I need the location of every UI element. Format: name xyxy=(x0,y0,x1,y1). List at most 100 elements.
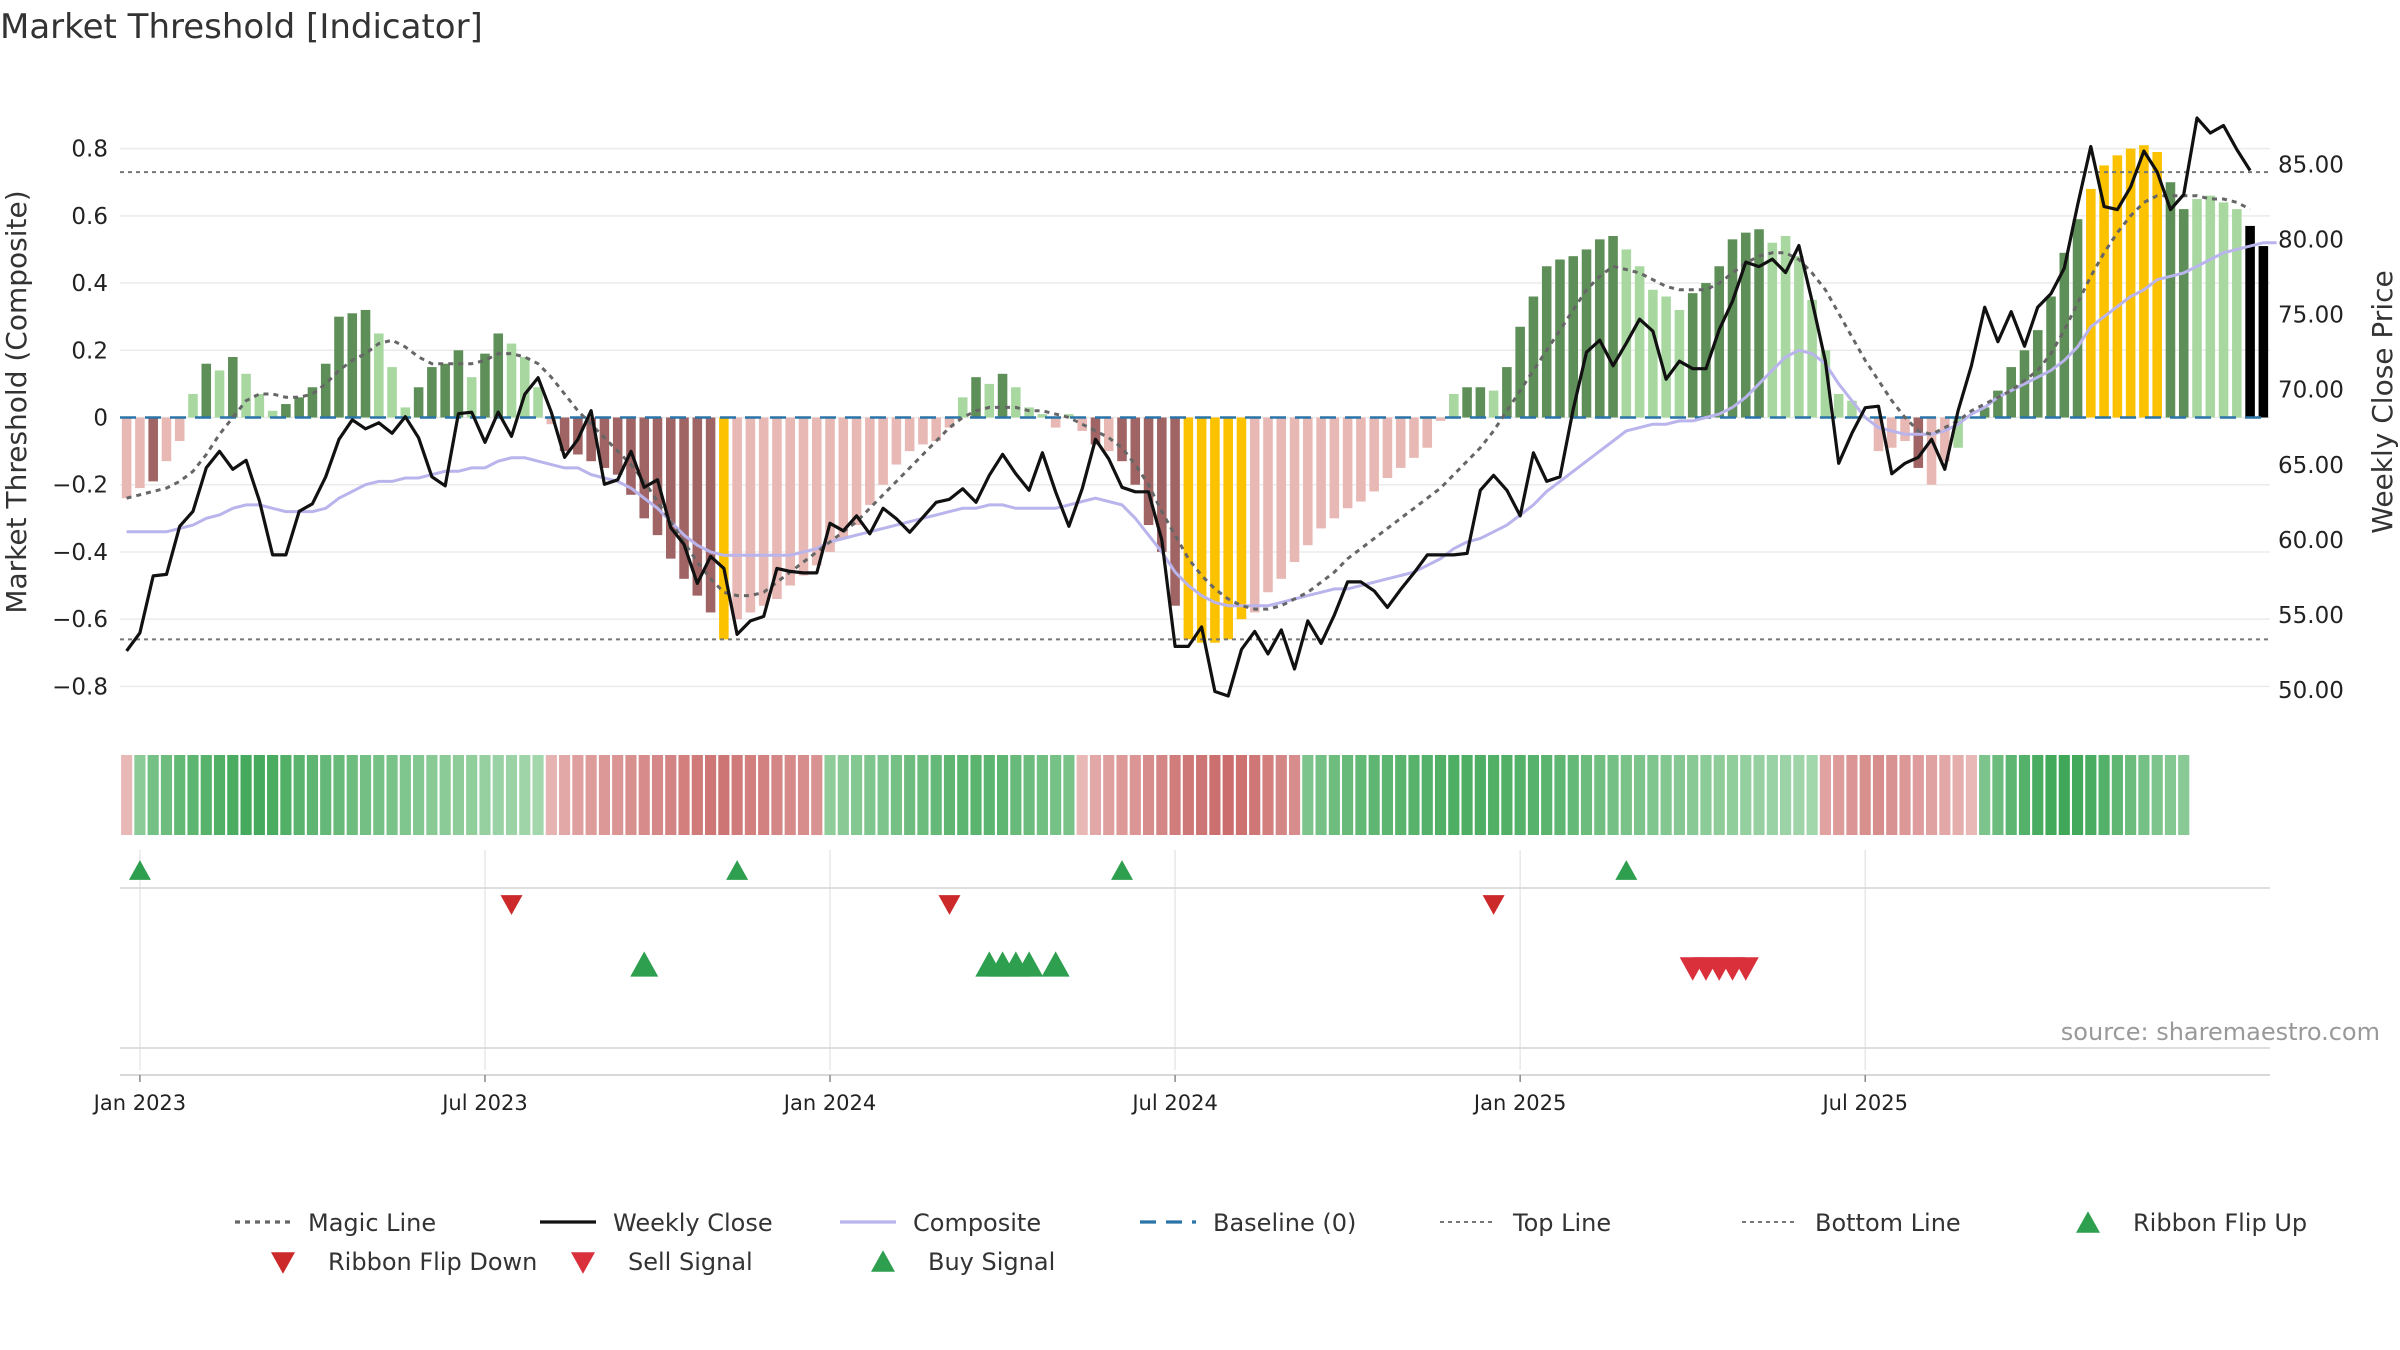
ribbon-cell xyxy=(1620,755,1632,835)
ribbon-cell xyxy=(466,755,478,835)
left-tick-label: 0.2 xyxy=(71,338,108,364)
composite-bar xyxy=(1130,417,1141,485)
left-tick-label: 0.8 xyxy=(71,137,108,163)
composite-bar xyxy=(891,417,902,465)
ribbon-cell xyxy=(585,755,597,835)
ribbon-cell xyxy=(1262,755,1274,835)
legend: Magic Line Weekly Close Composite Baseline … xyxy=(235,1209,2307,1276)
legend-swatch xyxy=(871,1250,895,1272)
ribbon-cell xyxy=(1753,755,1765,835)
ribbon-cell xyxy=(1050,755,1062,835)
ribbon-cell xyxy=(1939,755,1951,835)
composite-line xyxy=(126,241,2277,608)
composite-bar xyxy=(267,410,278,418)
composite-bar xyxy=(878,417,888,485)
date-tick-label: Jan 2025 xyxy=(1472,1091,1567,1115)
composite-bar xyxy=(1502,367,1512,418)
ribbon-cell xyxy=(346,755,358,835)
right-tick-label: 55.00 xyxy=(2278,603,2344,629)
composite-bar xyxy=(1820,350,1831,418)
composite-bar xyxy=(971,377,981,418)
composite-bar xyxy=(241,373,251,418)
ribbon-cell xyxy=(1434,755,1447,835)
ribbon-cell xyxy=(1103,755,1115,835)
composite-bar xyxy=(400,407,411,418)
composite-bar xyxy=(1356,417,1366,502)
ribbon-cell xyxy=(280,755,292,835)
left-tick-label: −0.6 xyxy=(52,607,108,633)
composite-bar xyxy=(1475,387,1486,418)
ribbon-cell xyxy=(1142,755,1155,835)
ribbon-cell xyxy=(1288,755,1301,835)
ribbon-cell xyxy=(1607,755,1619,835)
legend-label: Buy Signal xyxy=(928,1248,1055,1276)
composite-bar xyxy=(1103,417,1114,452)
legend-label: Baseline (0) xyxy=(1213,1209,1356,1237)
composite-bar xyxy=(1024,407,1034,418)
ribbon-cell xyxy=(1833,755,1845,835)
signal-markers xyxy=(120,860,2270,1049)
ribbon-cell xyxy=(1222,755,1234,835)
composite-bar xyxy=(2165,182,2176,418)
ribbon-cell xyxy=(1169,755,1181,835)
composite-bar xyxy=(1754,229,1764,418)
chart-title: Market Threshold [Indicator] xyxy=(0,7,483,47)
left-tick-label: 0.6 xyxy=(71,204,108,230)
left-tick-label: 0.4 xyxy=(71,271,108,297)
ribbon-cell xyxy=(1912,755,1924,835)
composite-bar xyxy=(1913,417,1924,468)
legend-item: Sell Signal xyxy=(571,1248,753,1276)
legend-item: Composite xyxy=(840,1209,1041,1237)
composite-bar xyxy=(957,397,968,418)
composite-bar xyxy=(453,350,464,418)
ribbon-cell xyxy=(1488,755,1500,835)
composite-bar xyxy=(1687,293,1698,418)
left-tick-label: −0.2 xyxy=(52,473,108,499)
composite-bar xyxy=(1595,239,1605,418)
composite-bar xyxy=(294,397,304,418)
ribbon-cell xyxy=(1952,755,1964,835)
ribbon-cell xyxy=(187,755,199,835)
ribbon-cell xyxy=(2058,755,2070,835)
composite-bar xyxy=(719,417,729,640)
ribbon-flip-down-marker xyxy=(938,895,961,915)
composite-bar xyxy=(2006,367,2016,418)
composite-bar xyxy=(1422,417,1433,448)
composite-bar xyxy=(931,417,941,442)
composite-bar xyxy=(1276,417,1287,579)
ribbon-cell xyxy=(771,755,783,835)
composite-bar xyxy=(1767,242,1778,418)
composite-bar xyxy=(466,377,477,418)
ribbon-cell xyxy=(1580,755,1593,835)
date-tick-label: Jul 2025 xyxy=(1820,1091,1907,1115)
composite-bar xyxy=(1223,417,1233,640)
ribbon-cell xyxy=(1129,755,1141,835)
ribbon-cell xyxy=(320,755,332,835)
buy-signal-marker xyxy=(630,951,659,977)
axis-ticks: 0.8 0.6 0.4 0.2 0 −0.2 −0.4 −0.6 −0.8 85.00 80.00 7… xyxy=(52,137,2344,1115)
ribbon-cell xyxy=(651,755,664,835)
composite-bar xyxy=(745,417,756,613)
ribbon-cell xyxy=(572,755,584,835)
ribbon-flip-down-marker xyxy=(500,895,523,915)
composite-bar xyxy=(1435,417,1446,421)
ribbon-cell xyxy=(1408,755,1420,835)
ribbon-cell xyxy=(386,755,398,835)
legend-label: Top Line xyxy=(1512,1209,1611,1237)
ribbon-flip-up-marker xyxy=(1111,860,1134,880)
ribbon-cell xyxy=(1196,755,1208,835)
composite-bar xyxy=(2178,209,2189,418)
legend-swatch xyxy=(271,1252,295,1274)
composite-bar xyxy=(1449,393,1459,418)
left-axis-label: Market Threshold (Composite) xyxy=(0,190,33,613)
ribbon-cell xyxy=(2018,755,2031,835)
ribbon-cell xyxy=(996,755,1009,835)
composite-bar xyxy=(626,417,636,495)
composite-bar xyxy=(758,417,769,606)
ribbon-cell xyxy=(1156,755,1168,835)
right-tick-label: 75.00 xyxy=(2278,303,2344,329)
composite-bar xyxy=(1157,417,1167,552)
ribbon-cell xyxy=(1342,755,1354,835)
composite-bar xyxy=(1170,417,1180,606)
